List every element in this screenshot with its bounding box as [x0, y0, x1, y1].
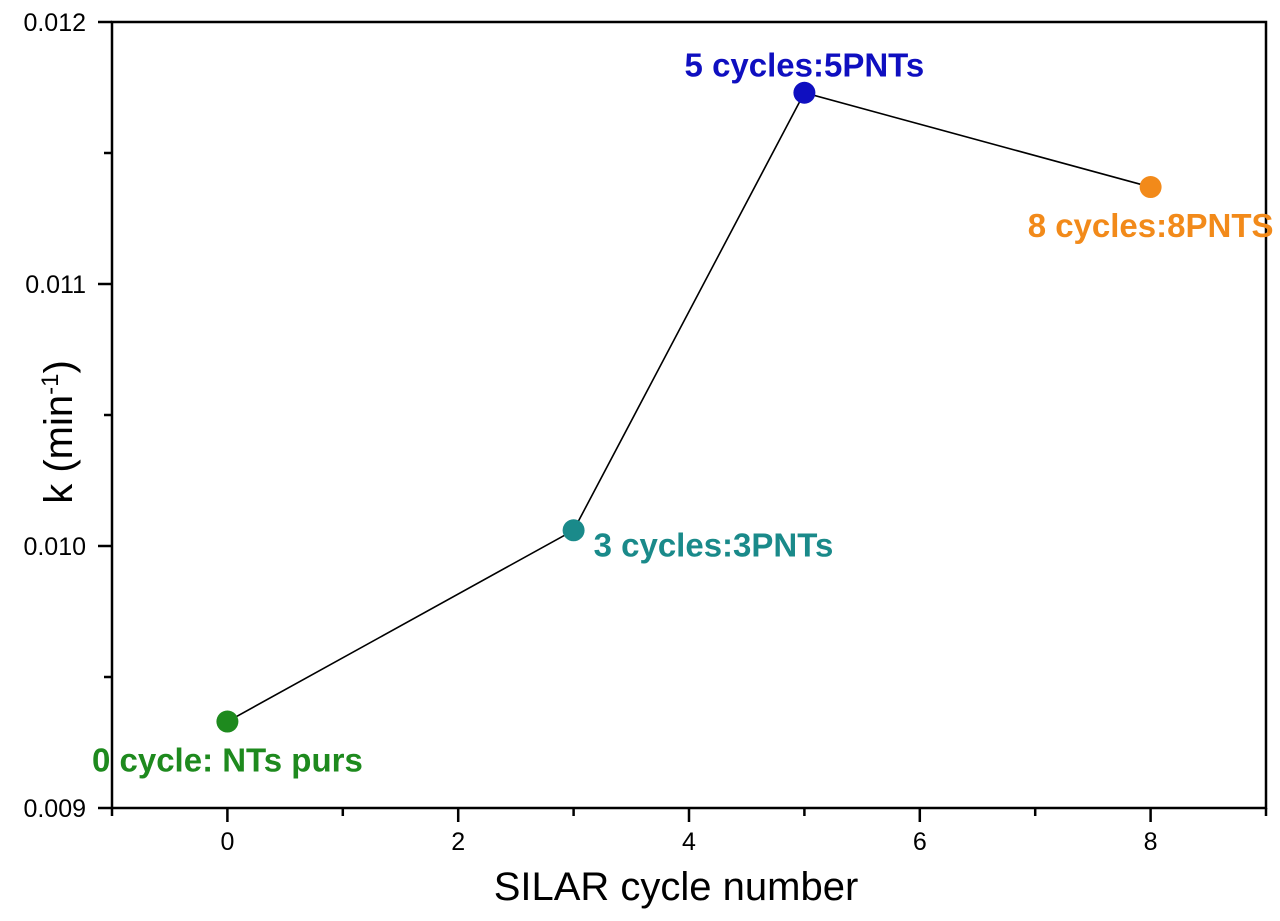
data-label: 8 cycles:8PNTS	[1028, 207, 1274, 244]
plot-area	[110, 20, 1268, 810]
data-point	[216, 710, 239, 733]
data-label: 3 cycles:3PNTs	[594, 526, 834, 563]
data-point	[562, 519, 585, 542]
y-axis-title-end: )	[37, 360, 81, 373]
y-tick-label: 0.009	[23, 795, 86, 823]
y-axis-title: k (min-1)	[37, 360, 81, 504]
x-tick-label: 8	[1144, 828, 1158, 856]
axis-tick-labels: 0 2 4 6 8 0.009 0.010 0.011 0.012	[23, 9, 1157, 856]
x-tick-label: 2	[451, 828, 465, 856]
y-tick-label: 0.012	[23, 9, 86, 37]
y-axis-title-main: k (min	[37, 395, 81, 504]
x-tick-label: 0	[220, 828, 234, 856]
y-tick-label: 0.011	[25, 271, 86, 299]
data-point	[793, 81, 816, 104]
data-label: 5 cycles:5PNTs	[685, 47, 925, 84]
x-tick-label: 6	[913, 828, 927, 856]
axis-ticks	[98, 20, 1268, 822]
x-axis-title: SILAR cycle number	[494, 865, 859, 909]
y-tick-label: 0.010	[23, 533, 86, 561]
data-labels: 0 cycle: NTs purs 3 cycles:3PNTs 5 cycles:…	[92, 47, 1274, 779]
x-tick-label: 4	[682, 828, 696, 856]
series-line	[227, 91, 1151, 723]
data-label: 0 cycle: NTs purs	[92, 742, 363, 779]
data-point	[1139, 176, 1162, 199]
y-axis-title-sup: -1	[37, 374, 64, 395]
data-series	[216, 81, 1162, 733]
